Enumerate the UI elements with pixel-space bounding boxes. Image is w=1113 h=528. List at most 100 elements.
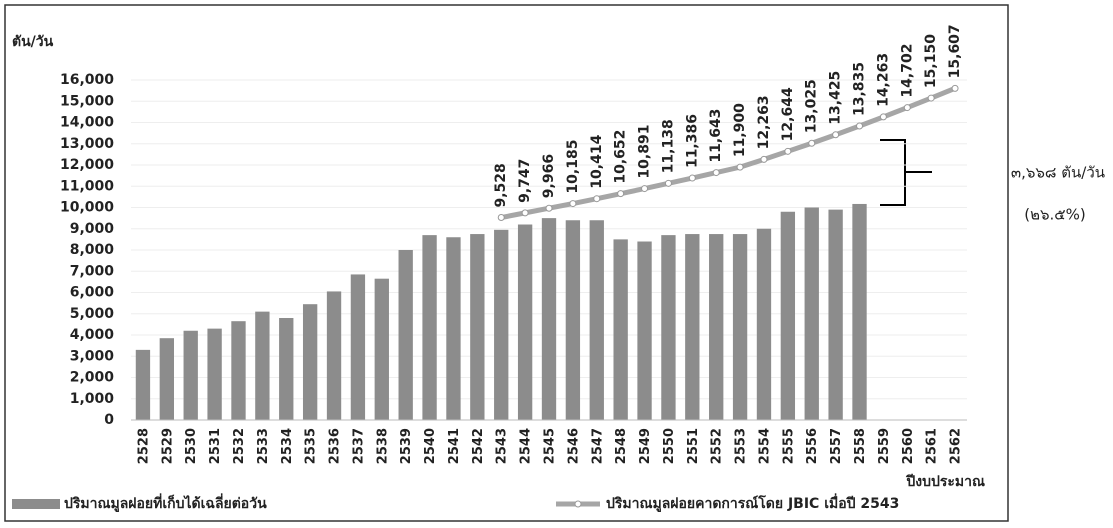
bar: [231, 321, 246, 420]
bar: [685, 234, 700, 420]
bar: [398, 250, 413, 420]
bar: [446, 237, 461, 420]
data-label: 12,644: [780, 87, 796, 141]
bar: [517, 224, 533, 420]
data-label: 9,966: [541, 154, 557, 198]
bar: [135, 349, 151, 420]
bar: [565, 220, 581, 420]
line-marker: [641, 185, 649, 193]
bar: [589, 220, 604, 420]
x-tick-label: 2530: [184, 428, 199, 464]
data-label: 12,263: [756, 95, 772, 149]
line-marker: [879, 113, 887, 121]
data-label: 13,835: [852, 62, 868, 116]
bar: [732, 234, 748, 420]
bar: [207, 328, 222, 420]
bar: [541, 218, 557, 420]
y-tick-label: 8,000: [70, 242, 115, 258]
x-tick-label: 2555: [781, 428, 796, 464]
data-label: 9,747: [517, 159, 533, 203]
x-tick-label: 2543: [495, 428, 510, 464]
bar: [255, 311, 270, 420]
x-tick-label: 2536: [328, 428, 343, 464]
bar: [637, 241, 652, 420]
y-axis-label: ตัน/วัน: [12, 34, 54, 50]
bar: [183, 330, 198, 420]
data-label: 10,891: [637, 125, 653, 179]
x-tick-label: 2556: [805, 428, 820, 464]
line-marker: [736, 163, 744, 171]
bar: [302, 304, 318, 420]
data-label: 14,702: [899, 44, 915, 98]
bar: [852, 203, 867, 420]
frame: [4, 4, 1009, 522]
data-label: 13,025: [804, 79, 820, 133]
annotation-percent: (๒๖.๕%): [1024, 206, 1086, 224]
x-tick-label: 2547: [590, 428, 605, 464]
legend-label: ปริมาณมูลฝอยที่เก็บได้เฉลี่ยต่อวัน: [64, 493, 267, 512]
annotation: ๓,๖๖๘ ตัน/วัน: [1011, 164, 1105, 182]
line-marker: [521, 209, 529, 217]
data-label: 11,386: [684, 114, 700, 168]
data-label: 9,528: [493, 163, 509, 207]
data-label: 13,425: [828, 71, 844, 125]
legend-marker: [574, 500, 582, 508]
data-label: 15,607: [947, 24, 963, 78]
x-tick-label: 2545: [543, 428, 558, 464]
bar: [756, 228, 772, 420]
line-marker: [951, 84, 959, 92]
x-tick-label: 2558: [853, 428, 868, 464]
x-tick-label: 2551: [686, 428, 701, 464]
bar: [350, 274, 366, 420]
y-tick-label: 5,000: [70, 306, 115, 322]
line-marker: [545, 204, 553, 212]
line-marker: [569, 200, 577, 208]
x-tick-label: 2562: [949, 428, 964, 464]
data-label: 11,900: [732, 103, 748, 157]
y-tick-label: 3,000: [70, 348, 115, 364]
y-tick-label: 11,000: [60, 178, 114, 194]
x-tick-label: 2539: [399, 428, 414, 464]
x-tick-label: 2538: [375, 428, 390, 464]
bar: [613, 239, 628, 420]
y-tick-label: 15,000: [60, 93, 114, 109]
y-tick-label: 10,000: [60, 200, 114, 216]
x-tick-label: 2550: [662, 428, 677, 464]
bar: [804, 207, 819, 420]
line-marker: [593, 195, 601, 203]
data-label: 14,263: [875, 53, 891, 107]
bracket: [880, 139, 932, 206]
line-marker: [497, 214, 505, 222]
legend-swatch: [12, 499, 60, 509]
x-tick-label: 2554: [757, 428, 772, 464]
x-tick-label: 2528: [136, 428, 151, 464]
y-tick-label: 7,000: [70, 263, 115, 279]
line-marker: [664, 179, 672, 187]
x-tick-label: 2532: [232, 428, 247, 464]
x-tick-label: 2541: [447, 428, 462, 464]
bar: [661, 235, 676, 420]
y-tick-label: 4,000: [70, 327, 115, 343]
line-marker: [617, 190, 625, 198]
y-tick-label: 13,000: [60, 136, 114, 152]
bar: [279, 318, 294, 420]
line: [500, 86, 956, 220]
line-marker: [760, 155, 768, 163]
y-tick-label: 0: [104, 412, 114, 428]
line-marker: [903, 104, 911, 112]
x-tick-label: 2549: [638, 428, 653, 464]
legend-label: ปริมาณมูลฝอยคาดการณ์โดย JBIC เมื่อปี 254…: [606, 493, 899, 512]
bar: [470, 234, 485, 420]
bar: [828, 209, 843, 420]
data-label: 10,652: [613, 130, 629, 184]
y-tick-label: 6,000: [70, 285, 115, 301]
x-tick-label: 2559: [877, 428, 892, 464]
line-marker: [927, 94, 935, 102]
data-label: 11,138: [660, 119, 676, 173]
x-tick-label: 2535: [304, 428, 319, 464]
line-marker: [808, 139, 816, 147]
data-label: 15,150: [923, 34, 939, 88]
x-tick-label: 2534: [280, 428, 295, 464]
data-label: 10,414: [589, 134, 605, 188]
